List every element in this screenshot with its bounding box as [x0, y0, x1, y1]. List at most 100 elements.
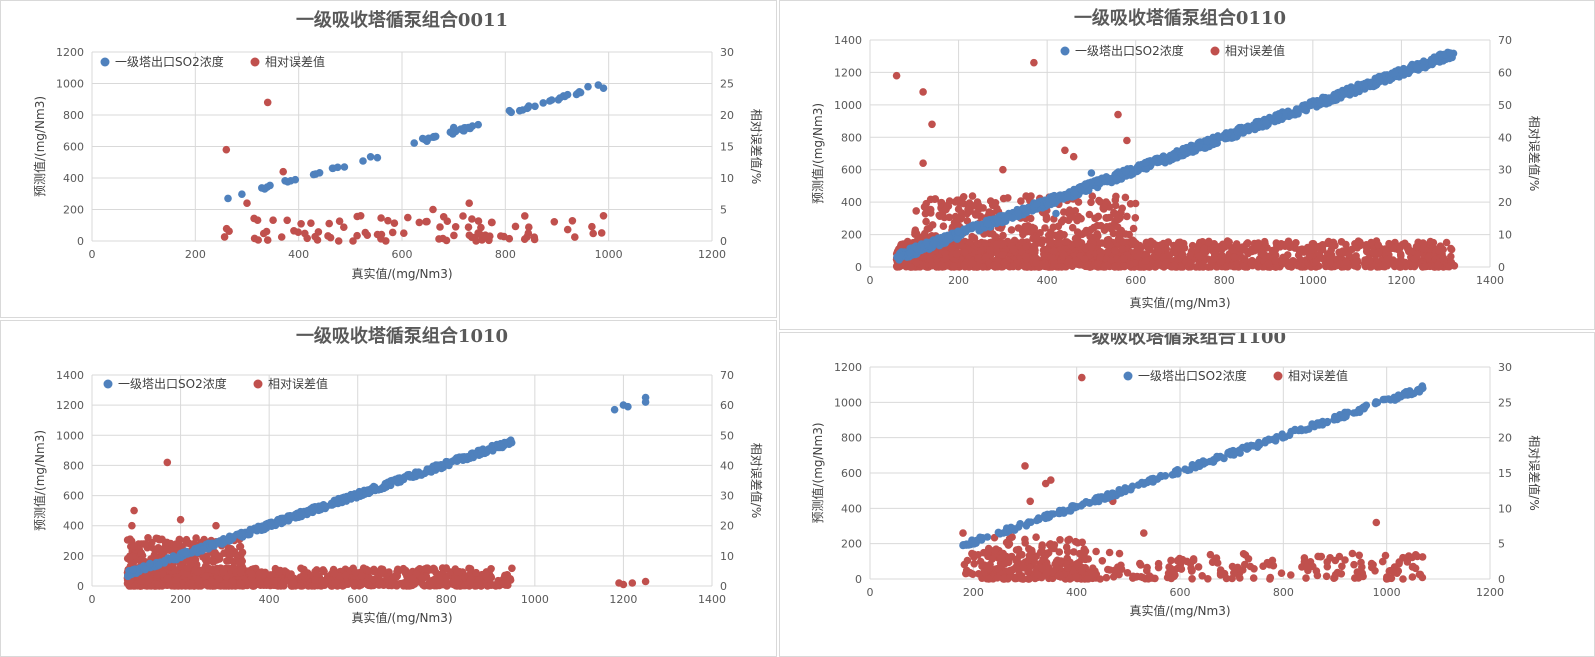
- data-point: [589, 229, 597, 238]
- y2-tick-label: 15: [720, 141, 734, 154]
- y2-tick-label: 40: [720, 459, 734, 472]
- data-point: [262, 227, 271, 236]
- data-point: [417, 471, 426, 479]
- data-point: [349, 579, 357, 587]
- data-point: [1085, 210, 1094, 219]
- data-point: [1177, 263, 1185, 271]
- legend-label: 一级塔出口SO2浓度: [115, 54, 224, 69]
- data-point: [1099, 203, 1108, 212]
- data-point: [298, 511, 307, 520]
- data-point: [1071, 256, 1079, 265]
- data-point: [429, 205, 437, 214]
- x-tick-label: 200: [185, 248, 206, 261]
- data-point: [568, 217, 577, 225]
- data-point: [1081, 244, 1090, 253]
- data-point: [1092, 214, 1100, 222]
- data-point: [1322, 262, 1330, 271]
- data-point: [311, 232, 319, 241]
- data-point: [968, 259, 977, 268]
- data-point: [141, 540, 149, 548]
- data-point: [906, 248, 915, 257]
- data-point: [224, 194, 232, 203]
- y2-tick-label: 50: [1498, 99, 1512, 112]
- data-point: [619, 580, 628, 589]
- data-point: [429, 564, 438, 573]
- y2-tick-label: 70: [1498, 34, 1512, 47]
- data-point: [894, 262, 903, 271]
- data-point: [999, 165, 1007, 174]
- data-point: [991, 261, 1000, 270]
- data-point: [334, 499, 342, 508]
- data-point: [1097, 248, 1106, 257]
- data-point: [1074, 198, 1083, 206]
- data-point: [1061, 146, 1069, 155]
- data-point: [1131, 241, 1139, 249]
- data-point: [303, 234, 312, 243]
- data-point: [1342, 258, 1350, 267]
- y-tick-label: 400: [841, 502, 862, 515]
- data-point: [1446, 49, 1454, 57]
- legend: 一级塔出口SO2浓度 相对误差值: [100, 54, 325, 69]
- data-point: [313, 570, 321, 579]
- chart-title: 一级吸收塔循泵组合1100: [1074, 333, 1286, 348]
- legend: 一级塔出口SO2浓度 相对误差值: [103, 376, 328, 391]
- data-point: [1376, 77, 1384, 86]
- data-point: [1112, 175, 1121, 183]
- data-point: [1042, 213, 1051, 221]
- data-point: [1007, 226, 1016, 234]
- data-point: [1396, 250, 1405, 258]
- data-point: [259, 525, 268, 534]
- data-point: [970, 560, 978, 568]
- data-point: [1052, 209, 1060, 218]
- data-point: [404, 213, 412, 222]
- data-point: [1233, 128, 1242, 136]
- x-tick-label: 1000: [1299, 274, 1327, 287]
- data-point: [1179, 145, 1187, 153]
- data-point: [453, 568, 461, 576]
- data-point: [968, 232, 976, 241]
- data-point: [939, 222, 948, 230]
- data-point: [597, 229, 606, 237]
- data-point: [1200, 144, 1209, 152]
- data-point: [253, 216, 262, 224]
- points-layer: [123, 393, 650, 590]
- data-point: [1195, 252, 1203, 260]
- data-point: [1381, 245, 1389, 253]
- data-point: [1167, 556, 1175, 565]
- data-point: [1294, 251, 1303, 259]
- y2-tick-label: 50: [720, 429, 734, 442]
- data-point: [1032, 259, 1040, 268]
- data-point: [1327, 246, 1335, 254]
- data-point: [1036, 239, 1045, 247]
- data-point: [1418, 63, 1427, 71]
- y-tick-label: 800: [63, 459, 84, 472]
- chart-title: 一级吸收塔循泵组合0110: [1074, 7, 1286, 29]
- data-point: [1286, 243, 1294, 252]
- x-tick-label: 0: [89, 248, 96, 261]
- data-point: [1395, 260, 1404, 269]
- data-point: [929, 239, 938, 248]
- data-point: [221, 536, 229, 545]
- data-point: [563, 90, 572, 99]
- x-tick-label: 1400: [698, 593, 726, 606]
- x-tick-label: 800: [495, 248, 516, 261]
- x-tick-label: 1400: [1476, 274, 1504, 287]
- data-point: [1054, 233, 1062, 241]
- data-point: [209, 558, 218, 566]
- data-point: [599, 212, 608, 220]
- y-tick-label: 200: [63, 550, 84, 563]
- data-point: [353, 231, 361, 240]
- legend-label: 相对误差值: [265, 54, 325, 69]
- y2-tick-label: 25: [720, 78, 734, 91]
- data-point: [199, 545, 208, 553]
- data-point: [1271, 257, 1280, 265]
- data-point: [486, 232, 494, 240]
- data-point: [283, 216, 292, 225]
- data-point: [1360, 259, 1369, 268]
- data-point: [1194, 563, 1203, 571]
- y-tick-label: 0: [855, 573, 862, 586]
- data-point: [985, 208, 993, 216]
- legend-marker: [253, 379, 263, 389]
- data-point: [311, 576, 320, 584]
